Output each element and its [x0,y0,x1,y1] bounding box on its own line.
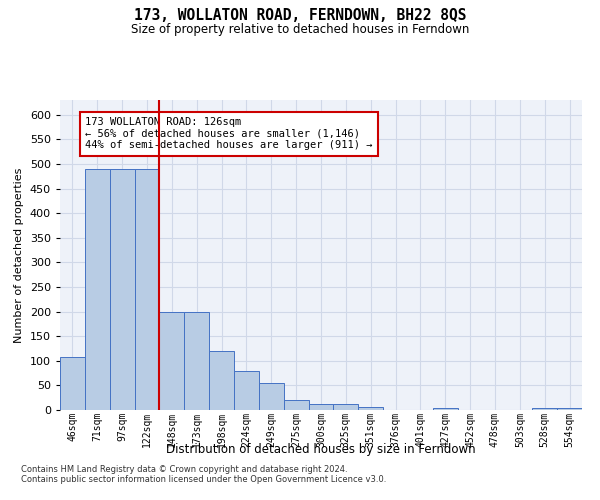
Bar [284,400,308,410]
Bar [532,408,557,410]
Bar [358,406,383,410]
Bar [184,312,209,410]
Bar [557,408,582,410]
Text: 173, WOLLATON ROAD, FERNDOWN, BH22 8QS: 173, WOLLATON ROAD, FERNDOWN, BH22 8QS [134,8,466,22]
Text: 173 WOLLATON ROAD: 126sqm
← 56% of detached houses are smaller (1,146)
44% of se: 173 WOLLATON ROAD: 126sqm ← 56% of detac… [85,117,373,150]
Bar [134,169,160,410]
Bar [334,404,358,410]
Bar [234,370,259,410]
Bar [259,383,284,410]
Bar [85,169,110,410]
Text: Size of property relative to detached houses in Ferndown: Size of property relative to detached ho… [131,22,469,36]
Text: Contains public sector information licensed under the Open Government Licence v3: Contains public sector information licen… [21,476,386,484]
Bar [433,408,458,410]
Bar [60,358,85,410]
Bar [308,404,334,410]
Text: Contains HM Land Registry data © Crown copyright and database right 2024.: Contains HM Land Registry data © Crown c… [21,466,347,474]
Bar [160,312,184,410]
Bar [209,351,234,410]
Text: Distribution of detached houses by size in Ferndown: Distribution of detached houses by size … [166,442,476,456]
Bar [110,169,134,410]
Y-axis label: Number of detached properties: Number of detached properties [14,168,24,342]
